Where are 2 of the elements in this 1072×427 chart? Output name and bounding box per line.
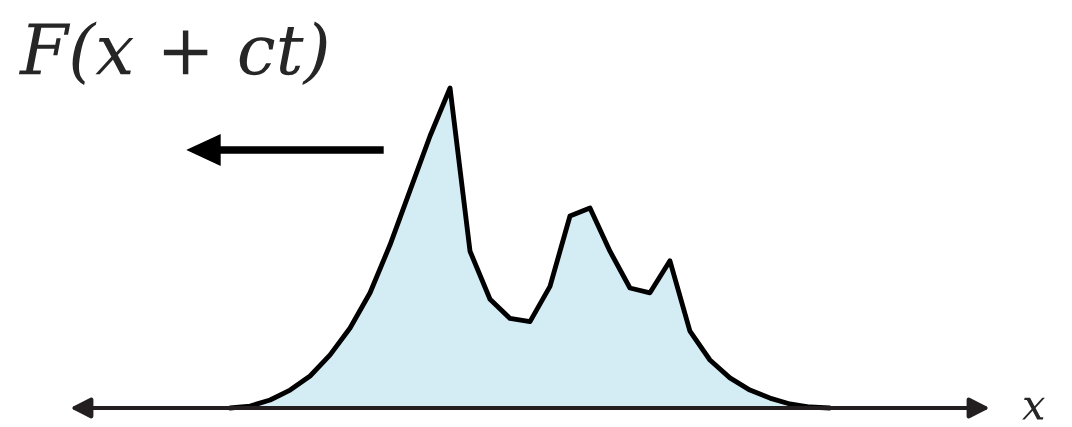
chart-title: F(x + ct) [18,21,327,85]
x-axis-title: x [1022,397,1045,420]
